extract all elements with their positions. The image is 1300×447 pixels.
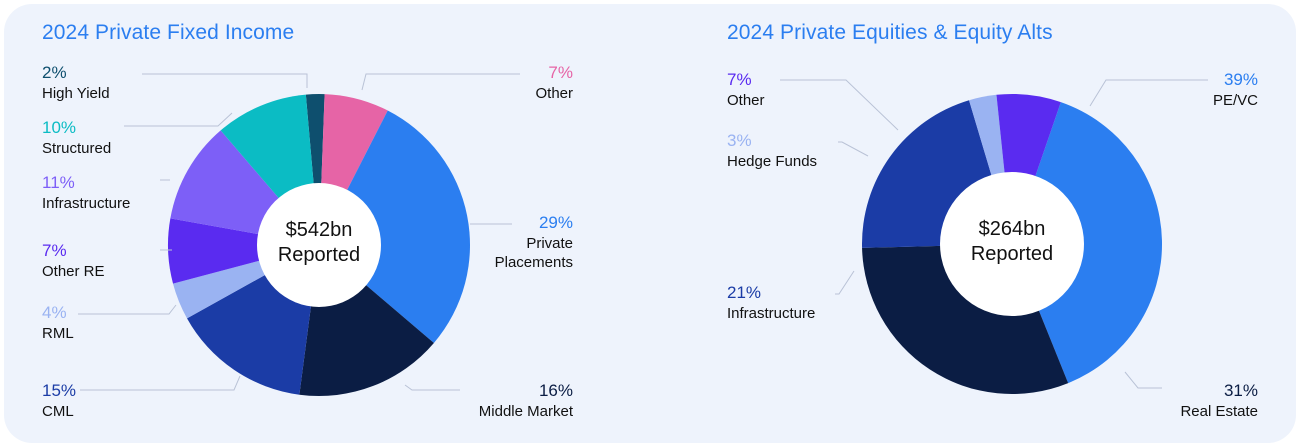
slice-name: Middle Market [478, 403, 573, 420]
label-hedge-funds: 3% Hedge Funds [727, 132, 817, 171]
slice-pct: 7% [548, 63, 573, 82]
slice-pct: 39% [1223, 70, 1258, 89]
slice-name: Infrastructure [42, 195, 131, 212]
center-value: $542bn [285, 219, 353, 241]
slice-name: High Yield [42, 85, 110, 102]
leader-line-middle-market [404, 384, 460, 391]
center-label: Reported [970, 243, 1054, 265]
slice-pct: 31% [1223, 381, 1258, 400]
slice-pct: 2% [42, 63, 67, 82]
label-private-placements: 29% Private Placements [483, 214, 573, 272]
donut-hole [257, 183, 381, 307]
label-cml: 15% CML [42, 382, 76, 421]
donut-chart-svg [78, 73, 520, 397]
center-total: $264bn Reported [952, 217, 1072, 267]
slice-pct: 4% [42, 303, 67, 322]
slice-name: Hedge Funds [727, 153, 818, 170]
label-rml: 4% RML [42, 304, 74, 343]
leader-line-pe-vc [1089, 79, 1208, 107]
leader-line-cml [80, 375, 241, 391]
leader-line-rml [78, 304, 177, 315]
donut-hole [940, 172, 1084, 316]
label-middle-market: 16% Middle Market [479, 382, 573, 421]
center-total: $542bn Reported [259, 218, 379, 268]
slice-pct: 10% [42, 118, 77, 137]
label-pe-vc: 39% PE/VC [1213, 71, 1258, 110]
slice-name: Structured [42, 140, 112, 157]
center-value: $264bn [978, 218, 1046, 240]
label-high-yield: 2% High Yield [42, 64, 110, 103]
label-other: 7% Other [727, 71, 765, 110]
leader-line-hedge-funds [838, 141, 869, 157]
chart-private-fixed-income: 2024 Private Fixed Income $542bn Reporte… [42, 21, 573, 421]
slice-name: Other [535, 85, 573, 102]
label-infrastructure: 11% Infrastructure [42, 174, 130, 213]
leader-line-structured [124, 112, 233, 127]
slice-pct: 7% [727, 70, 752, 89]
chart-title: 2024 Private Equities & Equity Alts [727, 21, 1053, 44]
label-structured: 10% Structured [42, 119, 111, 158]
slice-name: Other RE [42, 263, 105, 280]
center-label: Reported [277, 244, 361, 266]
slice-pct: 15% [42, 381, 77, 400]
slice-name: Private Placements [494, 235, 573, 271]
leader-line-other [780, 79, 899, 131]
slice-name: CML [42, 403, 74, 420]
slice-pct: 11% [42, 173, 75, 192]
label-other: 7% Other [535, 64, 573, 103]
slice-name: PE/VC [1212, 92, 1258, 109]
donut-slice-pe-vc [1012, 102, 1163, 384]
label-infrastructure: 21% Infrastructure [727, 284, 815, 323]
leader-line-infrastructure [835, 270, 855, 295]
slice-pct: 3% [727, 131, 752, 150]
slice-name: Real Estate [1180, 403, 1258, 420]
leader-line-other [361, 73, 520, 91]
slice-pct: 21% [727, 283, 762, 302]
slice-pct: 7% [42, 241, 67, 260]
slice-name: Other [727, 92, 765, 109]
label-real-estate: 31% Real Estate [1180, 382, 1258, 421]
donut-slice-private-placements [319, 110, 471, 343]
donut-slice-other-re [167, 218, 319, 284]
slice-pct: 29% [538, 213, 573, 232]
slice-name: Infrastructure [727, 305, 816, 322]
slice-name: RML [42, 325, 74, 342]
chart-title: 2024 Private Fixed Income [42, 21, 295, 44]
leader-line-high-yield [142, 73, 308, 88]
slice-pct: 16% [538, 381, 573, 400]
leader-line-real-estate [1124, 371, 1162, 389]
label-other-re: 7% Other RE [42, 242, 105, 281]
